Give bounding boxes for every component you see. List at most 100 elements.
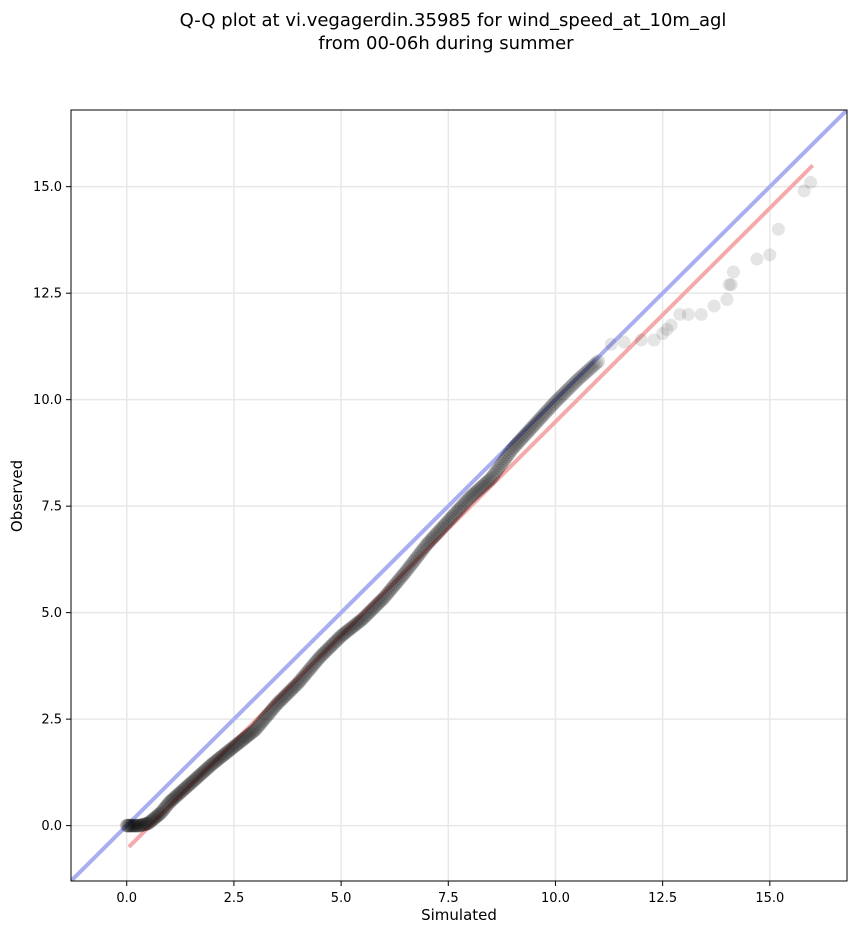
qq-point	[128, 818, 143, 833]
qq-point	[287, 679, 302, 694]
qq-point	[332, 630, 347, 645]
qq-point	[331, 631, 346, 646]
qq-point	[154, 805, 169, 820]
qq-point	[538, 405, 553, 420]
qq-point	[281, 685, 296, 700]
qq-point	[267, 700, 282, 715]
qq-point	[295, 671, 310, 686]
qq-point	[308, 655, 323, 670]
qq-point	[277, 689, 292, 704]
x-tick-label: 12.5	[648, 891, 677, 906]
qq-point	[357, 610, 372, 625]
qq-point	[188, 772, 203, 787]
qq-point	[540, 403, 555, 418]
qq-point	[501, 447, 516, 462]
qq-point	[543, 400, 558, 415]
qq-point	[142, 815, 157, 830]
qq-point	[264, 703, 279, 718]
qq-point	[259, 708, 274, 723]
qq-point	[441, 513, 456, 528]
qq-point	[239, 729, 254, 744]
qq-point	[328, 634, 343, 649]
qq-tail-point	[604, 337, 618, 351]
qq-point	[199, 762, 214, 777]
qq-point	[289, 677, 304, 692]
x-tick-label: 5.0	[331, 891, 352, 906]
qq-point	[280, 686, 295, 701]
qq-point	[405, 555, 420, 570]
grid-lines	[71, 110, 847, 881]
qq-tail-point	[804, 175, 818, 189]
reference-line	[71, 110, 847, 881]
qq-point	[553, 389, 568, 404]
qq-point	[556, 386, 571, 401]
qq-point	[491, 461, 506, 476]
qq-point	[307, 656, 322, 671]
qq-point	[369, 597, 384, 612]
qq-point	[535, 409, 550, 424]
qq-point	[571, 372, 586, 387]
qq-point	[268, 698, 283, 713]
qq-point	[586, 358, 601, 373]
qq-point	[131, 818, 146, 833]
qq-point	[489, 463, 504, 478]
qq-point	[234, 734, 249, 749]
x-axis-ticks: 0.0 2.5 5.0 7.5 10.0 12.5 15.0	[116, 881, 784, 906]
qq-point	[153, 806, 168, 821]
qq-point	[514, 432, 529, 447]
qq-tail-point	[724, 278, 738, 292]
qq-point	[470, 483, 485, 498]
qq-point	[569, 373, 584, 388]
qq-point	[160, 797, 175, 812]
qq-point	[176, 782, 191, 797]
qq-point	[242, 727, 257, 742]
qq-point	[377, 590, 392, 605]
qq-point	[181, 778, 196, 793]
qq-point	[533, 410, 548, 425]
qq-point	[380, 586, 395, 601]
qq-point	[195, 766, 210, 781]
qq-point	[383, 582, 398, 597]
qq-point	[352, 614, 367, 629]
qq-point	[316, 646, 331, 661]
plot-content	[71, 110, 847, 881]
qq-point	[464, 489, 479, 504]
qq-point	[258, 710, 273, 725]
qq-point	[440, 515, 455, 530]
qq-tail-point	[656, 327, 670, 341]
qq-point	[296, 669, 311, 684]
qq-point	[302, 662, 317, 677]
qq-point	[362, 605, 377, 620]
qq-point	[453, 501, 468, 516]
qq-point	[457, 495, 472, 510]
qq-point	[200, 761, 215, 776]
qq-point	[408, 551, 423, 566]
qq-point	[421, 535, 436, 550]
fit-line	[127, 163, 815, 849]
qq-point	[121, 818, 136, 833]
fit-line-group	[127, 163, 815, 849]
qq-point	[207, 755, 222, 770]
qq-point	[591, 354, 606, 369]
qq-point	[477, 477, 492, 492]
qq-point	[485, 470, 500, 485]
qq-point	[494, 456, 509, 471]
qq-tail-point	[726, 265, 740, 279]
qq-point	[283, 683, 298, 698]
qq-tail-point	[763, 248, 777, 262]
qq-point	[130, 818, 145, 833]
qq-point	[192, 768, 207, 783]
qq-point	[122, 818, 137, 833]
y-tick-label: 2.5	[41, 713, 62, 728]
qq-point	[374, 593, 389, 608]
qq-tail-point	[797, 184, 811, 198]
qq-point	[177, 781, 192, 796]
y-tick-label: 15.0	[33, 180, 62, 195]
qq-point	[469, 484, 484, 499]
qq-point	[278, 688, 293, 703]
qq-point	[345, 620, 360, 635]
qq-point	[422, 534, 437, 549]
qq-tail-point	[707, 299, 721, 313]
qq-point	[212, 750, 227, 765]
qq-point	[129, 818, 144, 833]
